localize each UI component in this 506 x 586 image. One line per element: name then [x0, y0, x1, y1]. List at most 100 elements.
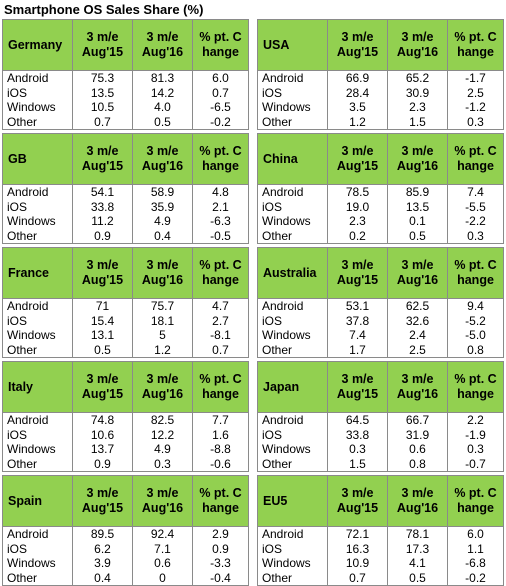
value-aug15: 33.8 — [328, 427, 388, 442]
os-label: Windows — [258, 328, 328, 343]
value-change: -3.3 — [210, 556, 231, 570]
region-name: France — [3, 248, 73, 298]
region-name: EU5 — [258, 476, 328, 526]
value-change: -2.2 — [465, 214, 486, 228]
os-label: Android — [3, 71, 73, 86]
value-aug16: 92.4 — [133, 527, 193, 542]
value-aug16: 35.9 — [133, 199, 193, 214]
value-aug15: 0.9 — [73, 456, 133, 471]
value-aug15: 89.5 — [73, 527, 133, 542]
region-table-eu5: EU5 3 m/e Aug'15 3 m/e Aug'16% pt. Change A… — [257, 475, 504, 586]
header-aug16: 3 m/e Aug'16 — [133, 20, 193, 70]
table-row: iOS 28.4 30.9 2.5 — [258, 85, 503, 100]
value-change: -0.2 — [210, 114, 231, 129]
header-aug15: 3 m/e Aug'15 — [73, 476, 133, 526]
table-row: iOS 13.5 14.2 0.7 — [3, 85, 248, 100]
header-aug16: 3 m/e Aug'16 — [133, 362, 193, 412]
header-aug15: 3 m/e Aug'15 — [328, 20, 388, 70]
os-label: Windows — [258, 214, 328, 229]
value-aug16: 65.2 — [388, 71, 448, 86]
value-aug16: 14.2 — [133, 85, 193, 100]
table-row: Windows 0.3 0.6 0.3 — [258, 442, 503, 457]
os-label: Other — [3, 342, 73, 357]
table-header: Australia 3 m/e Aug'15 3 m/e Aug'16% pt. C… — [258, 248, 503, 299]
value-change: 2.1 — [212, 199, 229, 214]
header-aug16: 3 m/e Aug'16 — [388, 248, 448, 298]
value-change: 0.3 — [467, 228, 484, 243]
region-table-usa: USA 3 m/e Aug'15 3 m/e Aug'16% pt. Change A… — [257, 19, 504, 130]
value-change: -1.2 — [465, 100, 486, 114]
table-row: iOS 19.0 13.5 -5.5 — [258, 199, 503, 214]
value-change: 0.3 — [467, 442, 484, 456]
value-aug15: 2.3 — [328, 214, 388, 229]
os-label: Android — [258, 71, 328, 86]
value-aug16: 31.9 — [388, 427, 448, 442]
header-aug15: 3 m/e Aug'15 — [73, 20, 133, 70]
value-aug15: 1.7 — [328, 342, 388, 357]
value-change: 1.1 — [467, 541, 484, 556]
value-change: -8.1 — [210, 328, 231, 342]
table-row: iOS 10.6 12.2 1.6 — [3, 427, 248, 442]
value-change: -5.0 — [465, 328, 486, 342]
value-change: 0.3 — [467, 114, 484, 129]
value-aug15: 15.4 — [73, 313, 133, 328]
region-name: China — [258, 134, 328, 184]
value-aug16: 13.5 — [388, 199, 448, 214]
value-aug16: 82.5 — [133, 413, 193, 428]
header-aug16: 3 m/e Aug'16 — [388, 476, 448, 526]
table-row: Windows 10.5 4.0 -6.5 — [3, 100, 248, 115]
value-change: -0.4 — [210, 570, 231, 585]
value-aug16: 2.3 — [388, 100, 448, 115]
os-label: Windows — [258, 100, 328, 115]
os-label: Windows — [258, 556, 328, 571]
value-aug16: 0.6 — [388, 442, 448, 457]
os-label: iOS — [258, 541, 328, 556]
value-aug15: 74.8 — [73, 413, 133, 428]
value-aug16: 7.1 — [133, 541, 193, 556]
value-aug16: 12.2 — [133, 427, 193, 442]
os-label: Android — [3, 413, 73, 428]
header-aug15: 3 m/e Aug'15 — [73, 362, 133, 412]
value-aug15: 0.4 — [73, 570, 133, 585]
table-row: Other 1.7 2.5 0.8 — [258, 342, 503, 357]
os-label: Other — [3, 570, 73, 585]
header-change: % pt. Change — [454, 144, 497, 173]
region-name: Spain — [3, 476, 73, 526]
table-header: Spain 3 m/e Aug'15 3 m/e Aug'16% pt. Chang… — [3, 476, 248, 527]
os-label: iOS — [3, 313, 73, 328]
region-table-france: France 3 m/e Aug'15 3 m/e Aug'16% pt. Chan… — [2, 247, 249, 358]
value-aug16: 85.9 — [388, 185, 448, 200]
os-label: Windows — [258, 442, 328, 457]
value-aug15: 3.9 — [73, 556, 133, 571]
value-change: 6.0 — [212, 71, 229, 85]
region-table-australia: Australia 3 m/e Aug'15 3 m/e Aug'16% pt. C… — [257, 247, 504, 358]
region-name: Italy — [3, 362, 73, 412]
value-aug16: 0.6 — [133, 556, 193, 571]
value-change: 0.7 — [212, 85, 229, 100]
table-header: Italy 3 m/e Aug'15 3 m/e Aug'16% pt. Chang… — [3, 362, 248, 413]
value-aug15: 1.2 — [328, 114, 388, 129]
value-aug16: 0.5 — [388, 570, 448, 585]
value-aug15: 33.8 — [73, 199, 133, 214]
header-change: % pt. Change — [199, 372, 242, 401]
value-aug15: 28.4 — [328, 85, 388, 100]
os-label: iOS — [258, 313, 328, 328]
table-header: Germany 3 m/e Aug'15 3 m/e Aug'16% pt. Cha… — [3, 20, 248, 71]
value-change: 2.5 — [467, 85, 484, 100]
os-label: Other — [258, 456, 328, 471]
table-row: Windows 3.5 2.3 -1.2 — [258, 100, 503, 115]
value-aug16: 1.5 — [388, 114, 448, 129]
header-aug16: 3 m/e Aug'16 — [133, 476, 193, 526]
value-aug16: 0 — [133, 570, 193, 585]
value-change: -5.5 — [465, 199, 486, 214]
value-aug15: 0.7 — [73, 114, 133, 129]
value-change: -0.2 — [465, 570, 486, 585]
table-row: Android 71 75.7 4.7 — [3, 299, 248, 314]
value-aug15: 19.0 — [328, 199, 388, 214]
value-aug15: 37.8 — [328, 313, 388, 328]
os-label: Other — [3, 114, 73, 129]
value-change: -6.5 — [210, 100, 231, 114]
os-label: iOS — [258, 85, 328, 100]
value-aug15: 72.1 — [328, 527, 388, 542]
table-row: Windows 3.9 0.6 -3.3 — [3, 556, 248, 571]
